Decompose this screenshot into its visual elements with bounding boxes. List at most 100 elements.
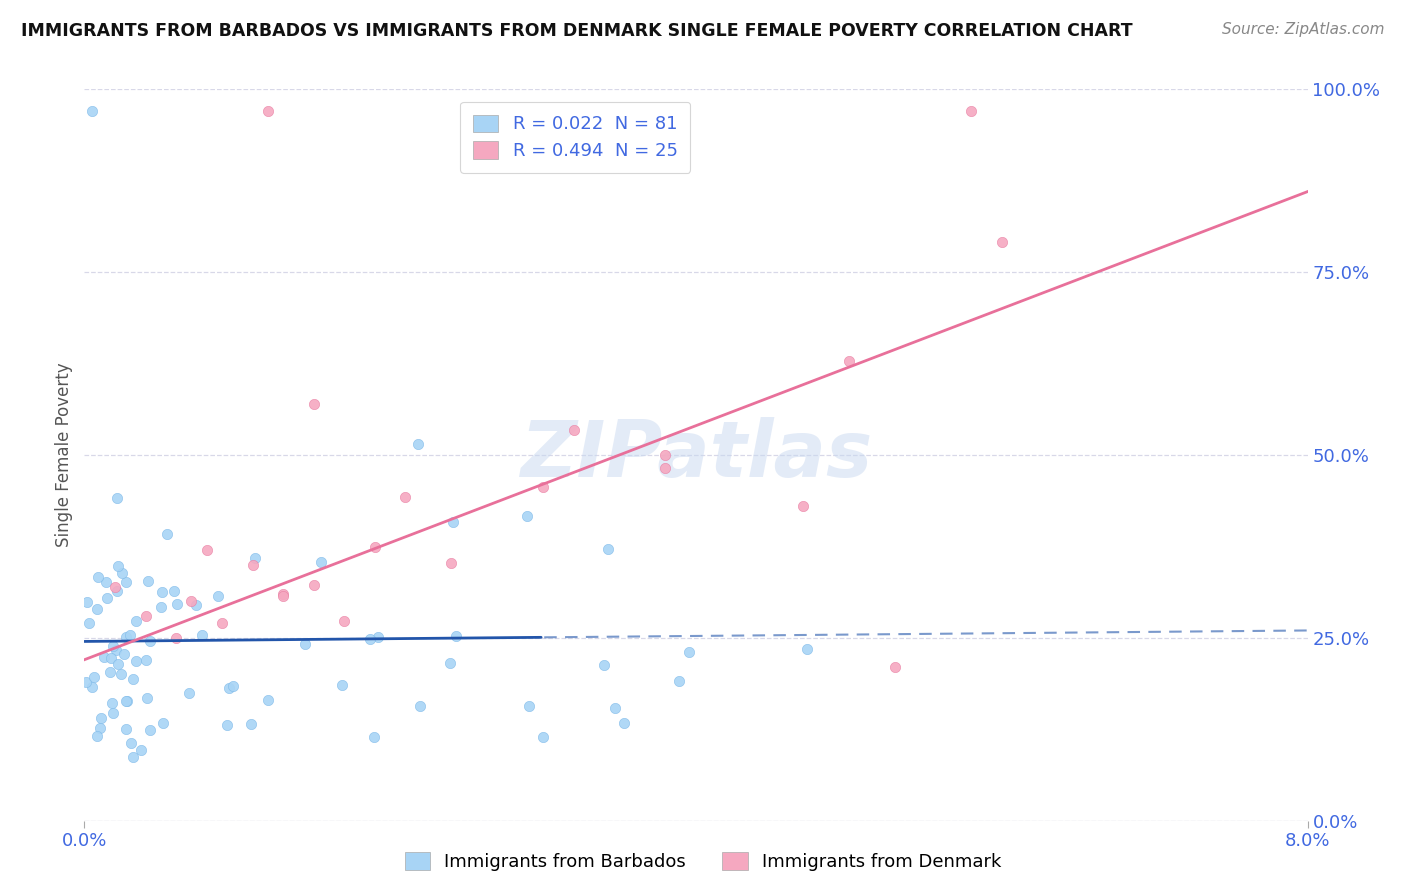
Point [207,590,229,604]
Point [101,706,124,720]
Point [960,104,983,119]
Point [239,717,262,731]
Point [114,694,136,708]
Point [613,715,636,730]
Point [156,526,179,541]
Point [86,601,108,615]
Point [363,730,385,744]
Text: Source: ZipAtlas.com: Source: ZipAtlas.com [1222,22,1385,37]
Point [139,723,162,737]
Point [125,614,148,628]
Point [131,743,153,757]
Point [96,591,118,606]
Point [136,691,159,706]
Point [80,104,103,119]
Point [118,628,141,642]
Point [394,490,416,504]
Point [441,516,464,530]
Point [86,729,108,743]
Legend: R = 0.022  N = 81, R = 0.494  N = 25: R = 0.022 N = 81, R = 0.494 N = 25 [460,102,690,173]
Point [991,235,1014,249]
Point [184,598,207,612]
Point [654,460,676,475]
Legend: Immigrants from Barbados, Immigrants from Denmark: Immigrants from Barbados, Immigrants fro… [398,846,1008,879]
Point [96,574,118,589]
Point [114,722,136,736]
Point [136,574,159,589]
Point [90,711,112,725]
Point [678,645,700,659]
Point [211,616,233,631]
Point [654,448,676,462]
Point [101,696,124,710]
Point [120,736,142,750]
Point [163,584,186,599]
Point [76,595,98,609]
Point [302,397,325,411]
Point [177,686,200,700]
Point [439,657,461,671]
Point [668,673,690,688]
Point [792,499,814,513]
Point [245,550,267,565]
Point [562,424,585,438]
Point [593,657,616,672]
Point [93,650,115,665]
Point [83,670,105,684]
Point [115,630,138,644]
Point [257,104,280,119]
Point [190,628,212,642]
Point [105,642,128,657]
Point [598,541,620,556]
Point [101,639,124,653]
Point [87,570,110,584]
Point [330,678,353,692]
Point [104,580,127,594]
Point [406,437,429,451]
Point [165,631,187,645]
Point [222,679,245,693]
Point [135,608,157,623]
Text: ZIPatlas: ZIPatlas [520,417,872,493]
Point [150,600,173,615]
Point [257,693,280,707]
Point [124,654,146,668]
Point [107,657,129,671]
Point [166,597,188,611]
Point [309,555,332,569]
Point [105,491,128,505]
Point [121,672,143,686]
Point [359,632,381,646]
Point [195,543,218,558]
Point [150,584,173,599]
Point [111,566,134,581]
Point [105,584,128,599]
Point [135,653,157,667]
Point [100,651,122,665]
Point [152,716,174,731]
Point [796,642,818,657]
Point [364,540,387,554]
Point [75,675,97,690]
Point [531,730,554,744]
Point [242,558,264,572]
Point [516,508,538,523]
Y-axis label: Single Female Poverty: Single Female Poverty [55,363,73,547]
Point [519,699,541,714]
Point [444,629,467,643]
Point [110,667,132,681]
Point [139,633,162,648]
Point [215,718,238,732]
Point [98,665,121,680]
Point [115,694,138,708]
Point [180,594,202,608]
Point [294,637,316,651]
Point [122,749,145,764]
Point [218,681,240,695]
Point [77,615,100,630]
Point [271,590,294,604]
Point [333,614,356,628]
Point [115,575,138,590]
Point [302,578,325,592]
Point [440,556,463,570]
